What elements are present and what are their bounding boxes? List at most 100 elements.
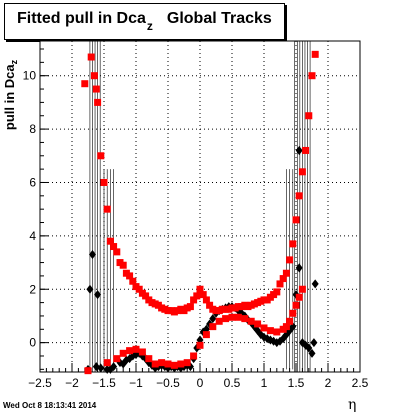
sigma-marker [273,328,281,336]
sigma-marker [186,303,194,311]
x-tick-label: −2 [65,376,79,390]
sigma-marker [202,296,210,304]
sigma-marker [119,349,127,357]
sigma-marker [286,317,294,325]
mean-marker [88,250,96,260]
sigma-marker [90,72,98,80]
chart-title-subscript: z [146,19,153,33]
sigma-marker [164,360,172,368]
sigma-marker [110,243,118,251]
sigma-marker [97,152,105,160]
sigma-marker [234,313,242,321]
sigma-marker [100,178,108,186]
y-tick-label: 6 [29,175,36,189]
sigma-marker [196,341,204,349]
mean-marker [295,145,303,155]
sigma-marker [135,285,143,293]
sigma-marker [247,317,255,325]
mean-marker [97,363,105,373]
sigma-marker [132,345,140,353]
y-tick-label: 2 [29,282,36,296]
sigma-marker [308,72,316,80]
chart-title-suffix: Global Tracks [166,10,272,27]
sigma-marker [94,98,102,106]
sigma-marker [295,293,303,301]
x-tick-label: −0.5 [156,376,180,390]
timestamp: Wed Oct 8 18:13:41 2014 [3,401,97,410]
chart-title: Fitted pull in Dcaz Global Tracks [17,10,272,33]
x-tick-label: −2.5 [28,376,52,390]
mean-marker [311,279,319,289]
sigma-marker [113,355,121,363]
sigma-marker [126,272,134,280]
y-tick-label: 0 [29,336,36,350]
sigma-marker [138,348,146,356]
sigma-marker [266,327,274,335]
sigma-marker [273,288,281,296]
sigma-marker [282,323,290,331]
sigma-marker [209,323,217,331]
sigma-marker [142,292,150,300]
sigma-marker [193,292,201,300]
sigma-marker [87,53,95,61]
mean-marker [310,338,318,348]
sigma-marker [81,80,89,88]
sigma-marker [302,146,310,154]
x-tick-label: 1 [261,376,268,390]
sigma-marker [119,261,127,269]
sigma-marker [190,296,198,304]
sigma-marker [241,315,249,323]
sigma-marker [289,309,297,317]
sigma-marker [129,277,137,285]
x-tick-label: −1.5 [92,376,116,390]
x-axis-label: η [348,397,357,413]
sigma-marker [190,352,198,360]
sigma-marker [228,313,236,321]
mean-marker [110,362,118,372]
x-tick-label: 0 [197,376,204,390]
sigma-marker [295,192,303,200]
sigma-marker [196,285,204,293]
sigma-marker [202,331,210,339]
y-tick-label: 4 [29,229,36,243]
x-tick-label: 0.5 [224,376,241,390]
x-tick-label: −1 [129,376,143,390]
sigma-marker [279,275,287,283]
sigma-marker [260,324,268,332]
mean-marker [295,263,303,273]
mean-marker [209,314,217,324]
sigma-marker [103,205,111,213]
sigma-marker [199,291,207,299]
y-tick-label: 8 [29,122,36,136]
sigma-marker [206,301,214,309]
title-box: Fitted pull in Dcaz Global Tracks [4,3,285,40]
x-tick-label: 1.5 [288,376,305,390]
sigma-marker [92,85,100,93]
sigma-marker [305,112,313,120]
sigma-marker [151,360,159,368]
sigma-marker [103,359,111,367]
sigma-marker [113,248,121,256]
sigma-marker [311,50,319,58]
sigma-marker [298,168,306,176]
sigma-marker [298,285,306,293]
sigma-marker [222,315,230,323]
sigma-marker [106,237,114,245]
sigma-marker [158,359,166,367]
sigma-marker [292,301,300,309]
x-tick-label: 2.5 [352,376,369,390]
sigma-marker [84,367,92,375]
mean-marker [94,290,102,300]
mean-marker [86,284,94,294]
sigma-marker [289,240,297,248]
sigma-marker [177,360,185,368]
chart-title-main: Fitted pull in Dca [17,10,146,27]
x-tick-label: 2 [325,376,332,390]
sigma-marker [286,256,294,264]
sigma-marker [292,216,300,224]
mean-marker [308,348,316,358]
sigma-marker [145,355,153,363]
mean-marker [305,343,313,353]
sigma-marker [276,280,284,288]
